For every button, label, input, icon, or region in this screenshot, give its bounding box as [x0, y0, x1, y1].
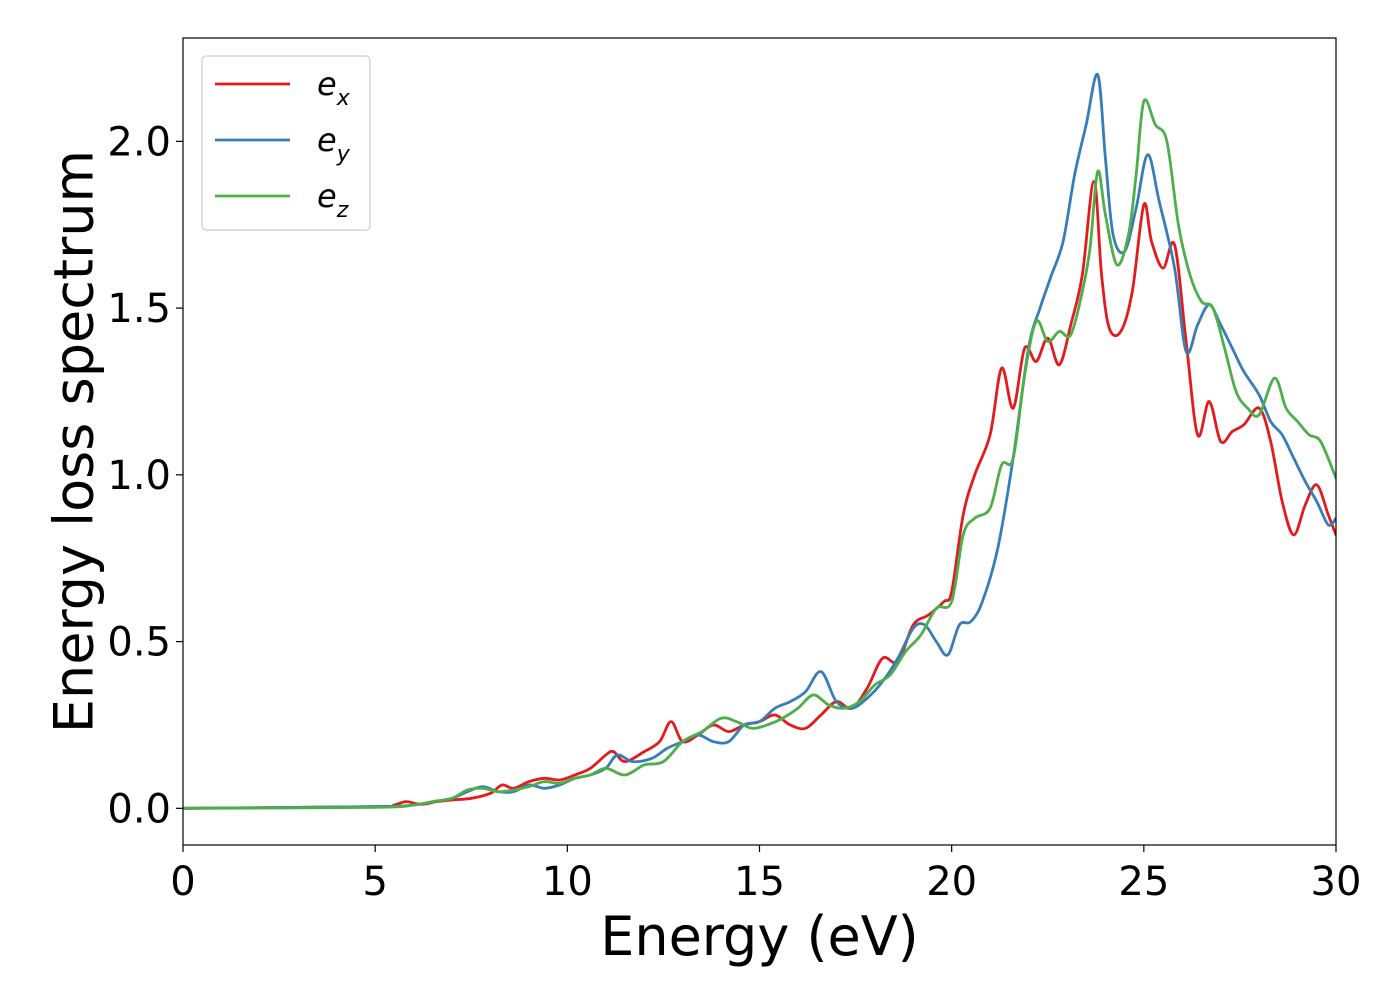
y-tick-label: 0.0: [107, 786, 171, 832]
legend-entry-ex: ex: [215, 65, 351, 111]
x-axis-label: Energy (eV): [600, 905, 919, 968]
y-tick-label: 1.0: [107, 453, 171, 499]
x-tick-label: 15: [734, 859, 785, 905]
series-line-ez: [183, 98, 1336, 810]
x-tick-label: 5: [362, 859, 387, 905]
series-layer: [183, 73, 1336, 810]
y-tick-label: 0.5: [107, 620, 171, 666]
x-tick-label: 25: [1118, 859, 1169, 905]
y-axis-ticks: 0.0 0.5 1.0 1.5 2.0: [107, 119, 183, 832]
legend-entry-ez: ez: [215, 177, 349, 223]
y-tick-label: 1.5: [107, 286, 171, 332]
legend-entry-ey: ey: [215, 121, 351, 167]
legend: ex ey ez: [201, 55, 371, 231]
legend-label: ey: [317, 121, 351, 167]
x-tick-label: 20: [926, 859, 977, 905]
x-tick-label: 0: [170, 859, 195, 905]
x-tick-label: 30: [1311, 859, 1362, 905]
y-axis-label: Energy loss spectrum: [43, 150, 106, 733]
legend-label: ez: [317, 177, 349, 223]
legend-box: [201, 55, 371, 231]
legend-label: ex: [317, 65, 351, 111]
series-line-ex: [183, 179, 1336, 810]
x-tick-label: 10: [542, 859, 593, 905]
x-axis-ticks: 0 5 10 15 20 25 30: [170, 845, 1361, 905]
legend-entries: ex ey ez: [215, 65, 351, 223]
y-tick-label: 2.0: [107, 119, 171, 165]
